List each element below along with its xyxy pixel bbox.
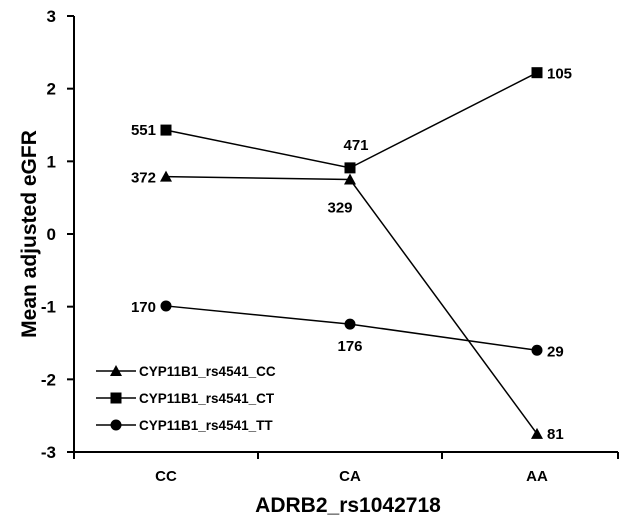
y-tick-label: 2 [47,80,56,99]
data-label: 551 [131,122,156,139]
series-markers [160,67,543,439]
data-point-circle [344,318,356,330]
data-label: 471 [343,137,368,154]
data-label: 329 [327,200,352,217]
y-tick-label: -2 [41,370,56,389]
legend-marker-circle [110,419,122,431]
x-axis-title: ADRB2_rs1042718 [255,494,441,517]
y-tick-label: -1 [41,298,56,317]
legend: CYP11B1_rs4541_CC CYP11B1_rs4541_CT CYP11B… [96,364,276,433]
series-lines [165,72,538,435]
data-label: 81 [547,426,564,443]
data-label: 29 [547,343,564,360]
data-labels: 372 329 81 551 471 105 170 176 29 [131,66,572,443]
axes [73,16,618,453]
y-tick-label: 1 [47,152,56,171]
x-tick-label: CA [339,468,361,485]
legend-marker-triangle [110,365,122,376]
y-axis-title: Mean adjusted eGFR [18,130,41,338]
legend-label: CYP11B1_rs4541_CC [139,364,276,379]
data-point-circle [531,344,543,356]
x-tick-label: CC [155,468,177,485]
data-point-square [160,124,172,136]
data-point-circle [160,300,172,312]
y-tick-label: 0 [47,225,56,244]
data-point-square [344,162,356,174]
data-point-triangle [531,427,543,439]
legend-label: CYP11B1_rs4541_CT [139,391,275,406]
x-tick-label: AA [526,468,548,485]
x-ticks: CC CA AA [73,452,619,485]
data-label: 170 [131,299,156,316]
data-point-triangle [344,173,356,185]
legend-marker-square [110,392,122,404]
data-point-square [531,67,543,79]
data-point-triangle [160,170,172,182]
y-tick-label: 3 [47,7,56,26]
y-tick-label: -3 [41,443,56,462]
data-label: 176 [337,338,362,355]
y-ticks: 3 2 1 0 -1 -2 -3 [41,7,74,462]
legend-label: CYP11B1_rs4541_TT [139,418,273,433]
data-label: 105 [547,66,572,83]
data-label: 372 [131,170,156,187]
